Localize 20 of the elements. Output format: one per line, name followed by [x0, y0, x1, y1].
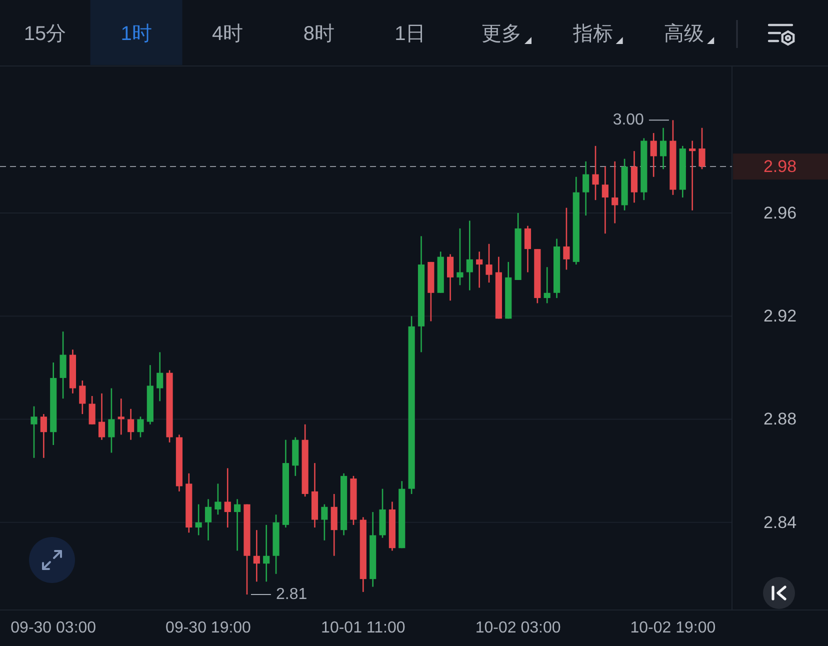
x-tick-label: 10-02 03:00: [475, 620, 561, 636]
tab-label: 指标: [572, 23, 613, 45]
tab-label: 15分: [24, 23, 66, 45]
y-tick-label: 2.96: [763, 203, 797, 222]
tab-label: 1日: [394, 23, 426, 45]
x-tick-label: 10-02 19:00: [630, 620, 716, 636]
tab-label: 4时: [212, 23, 244, 45]
tab-label: 8时: [303, 23, 334, 45]
x-tick-label: 10-01 11:00: [321, 620, 406, 636]
tab-label: 高级: [664, 23, 704, 45]
extreme-value-label: 3.00: [612, 112, 644, 129]
y-tick-label: 2.92: [763, 306, 797, 326]
y-tick-label: 2.88: [763, 410, 797, 429]
x-tick-label: 09-30 19:00: [166, 620, 251, 636]
tab-label: 更多: [482, 23, 522, 45]
ref-line-label: 2.98: [763, 157, 797, 176]
tab-label: 1时: [120, 23, 152, 45]
y-tick-label: 2.84: [763, 512, 797, 532]
x-tick-label: 09-30 03:00: [10, 620, 96, 636]
extreme-value-label: 2.81: [276, 586, 308, 604]
